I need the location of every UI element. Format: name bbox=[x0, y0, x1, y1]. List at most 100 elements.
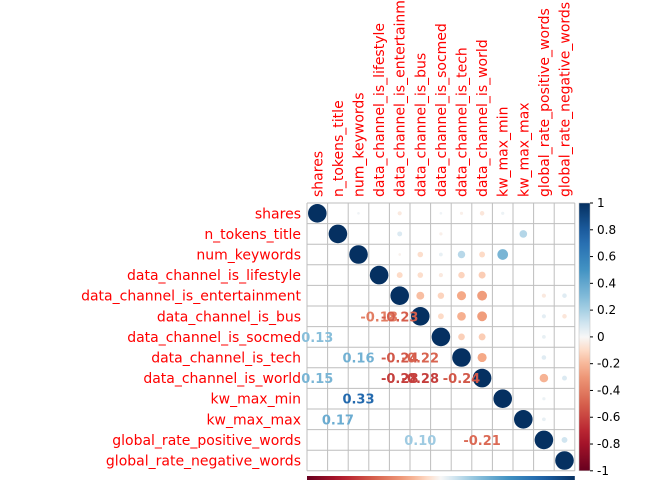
correlation-value: 0.16 bbox=[342, 352, 374, 367]
correlation-circle bbox=[459, 211, 464, 215]
column-label: data_channel_is_socmed bbox=[434, 23, 450, 197]
diagonal-circle bbox=[534, 430, 554, 450]
row-label: global_rate_negative_words bbox=[106, 454, 301, 470]
correlation-circle bbox=[542, 417, 546, 422]
correlation-circle bbox=[501, 211, 505, 215]
correlation-circle bbox=[477, 311, 488, 322]
diagonal-circle bbox=[349, 245, 368, 264]
column-label: data_channel_is_tech bbox=[455, 47, 471, 197]
row-label: data_channel_is_socmed bbox=[127, 330, 301, 346]
correlation-circle bbox=[541, 314, 546, 319]
correlation-circle bbox=[562, 293, 567, 298]
correlation-circle bbox=[397, 211, 402, 216]
correlation-value: -0.23 bbox=[381, 310, 418, 325]
diagonal-circle bbox=[514, 410, 533, 429]
correlation-circle bbox=[417, 251, 424, 258]
row-label: data_channel_is_bus bbox=[157, 309, 301, 325]
correlation-value: -0.28 bbox=[381, 372, 418, 387]
correlation-circle bbox=[439, 232, 443, 236]
row-label: global_rate_positive_words bbox=[112, 433, 301, 449]
column-label: kw_max_min bbox=[496, 107, 512, 197]
row-label: num_keywords bbox=[196, 248, 301, 264]
column-label: global_rate_negative_words bbox=[558, 2, 574, 197]
diagonal-circle bbox=[472, 368, 492, 388]
row-label: kw_max_max bbox=[206, 412, 301, 428]
correlation-value: -0.24 bbox=[443, 372, 480, 387]
correlation-value: 0.13 bbox=[301, 331, 333, 346]
correlation-circle bbox=[439, 211, 443, 215]
row-label: n_tokens_title bbox=[204, 227, 301, 243]
correlation-circle bbox=[562, 314, 567, 319]
correlation-value: 0.15 bbox=[301, 372, 333, 387]
correlation-circle bbox=[438, 273, 443, 278]
colorbar-tick-label: -0.8 bbox=[597, 437, 620, 451]
diagonal-circle bbox=[431, 327, 451, 347]
colorbar-tick-label: 0.8 bbox=[597, 223, 616, 237]
correlation-circle bbox=[519, 230, 528, 238]
colorbar-tick-label: -0.6 bbox=[597, 410, 620, 424]
correlation-circle bbox=[478, 271, 486, 279]
correlation-circle bbox=[437, 313, 444, 320]
row-label: data_channel_is_world bbox=[143, 371, 301, 387]
correlation-circle bbox=[477, 290, 488, 301]
row-label: data_channel_is_tech bbox=[151, 351, 301, 367]
correlation-circle bbox=[396, 272, 403, 279]
correlation-circle bbox=[456, 291, 467, 301]
correlation-circle bbox=[497, 249, 509, 260]
column-label: shares bbox=[310, 151, 326, 197]
column-label: data_channel_is_world bbox=[475, 39, 491, 197]
correlation-circle bbox=[458, 271, 465, 279]
correlation-circle bbox=[357, 211, 360, 215]
correlation-circle bbox=[561, 436, 568, 443]
colorbar-tick-label: -0.2 bbox=[597, 357, 620, 371]
correlation-value: 0.33 bbox=[342, 393, 374, 408]
color-legend: 1 0.8 0.6 0.4 0.2 0 -0.2 -0.4 -0.6 -0.8 -1 bbox=[307, 196, 620, 480]
diagonal-circle bbox=[493, 389, 512, 409]
bottom-color-strip bbox=[307, 476, 575, 480]
diagonal-circle bbox=[308, 204, 327, 223]
correlation-circle bbox=[457, 250, 466, 259]
diagonal-circle bbox=[555, 451, 574, 470]
correlation-cells: 0.33-0.18-0.230.16 -0.24-0.22-0.28-0.28 -0… bbox=[301, 204, 574, 470]
colorbar-tick-label: -1 bbox=[597, 464, 609, 478]
correlation-circle bbox=[477, 352, 487, 363]
correlation-circle bbox=[437, 292, 445, 299]
column-labels: shares n_tokens_title num_keywords data_cha… bbox=[310, 0, 573, 197]
column-label: num_keywords bbox=[352, 92, 368, 197]
correlation-circle bbox=[398, 253, 402, 256]
correlation-value: 0.10 bbox=[404, 434, 436, 449]
correlation-circle bbox=[458, 333, 465, 341]
correlation-value: -0.28 bbox=[402, 372, 439, 387]
column-label: kw_max_max bbox=[516, 102, 532, 197]
correlation-circle bbox=[478, 333, 486, 341]
correlation-grid bbox=[306, 202, 576, 472]
colorbar-tick-label: 0 bbox=[597, 330, 605, 344]
column-label: n_tokens_title bbox=[331, 100, 347, 197]
column-label: global_rate_positive_words bbox=[537, 8, 553, 197]
column-label: data_channel_is_bus bbox=[413, 53, 429, 197]
correlation-circle bbox=[542, 335, 546, 339]
colorbar-tick-label: 0.4 bbox=[597, 276, 616, 290]
correlation-circle bbox=[397, 231, 403, 237]
correlation-value: -0.18 bbox=[360, 310, 397, 325]
correlation-value: -0.24 bbox=[381, 352, 418, 367]
correlation-circle bbox=[541, 355, 547, 360]
diagonal-circle bbox=[369, 265, 389, 285]
diagonal-circle bbox=[328, 224, 348, 244]
correlation-value: -0.22 bbox=[402, 352, 439, 367]
column-label: data_channel_is_entertainment bbox=[393, 0, 409, 197]
diagonal-circle bbox=[452, 348, 471, 367]
correlation-circle bbox=[542, 397, 546, 401]
correlation-circle bbox=[541, 293, 546, 298]
colorbar-tick-label: 0.2 bbox=[597, 303, 616, 317]
column-label: data_channel_is_lifestyle bbox=[372, 23, 388, 197]
correlation-circle bbox=[457, 311, 466, 321]
row-label: kw_max_min bbox=[211, 392, 301, 408]
correlation-circle bbox=[439, 252, 443, 257]
colorbar-tick-label: 0.6 bbox=[597, 250, 616, 264]
correlation-circle bbox=[479, 251, 486, 258]
colorbar-tick-label: -0.4 bbox=[597, 383, 620, 397]
correlation-value: -0.21 bbox=[463, 434, 500, 449]
correlation-circle bbox=[417, 272, 424, 278]
colorbar-tick-label: 1 bbox=[597, 196, 605, 210]
